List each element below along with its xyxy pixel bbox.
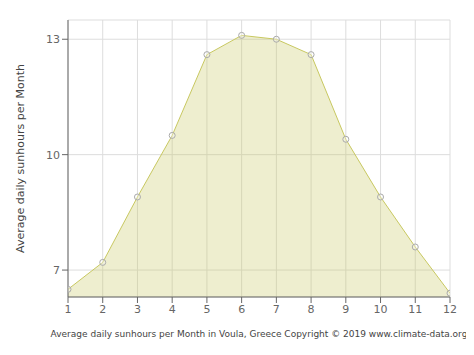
svg-text:12: 12 [443, 303, 457, 316]
svg-text:10: 10 [46, 149, 60, 162]
svg-text:8: 8 [308, 303, 315, 316]
svg-text:1: 1 [65, 303, 72, 316]
svg-text:Average daily sunhours per Mon: Average daily sunhours per Month in Voul… [51, 329, 466, 339]
svg-text:7: 7 [53, 264, 60, 277]
svg-text:4: 4 [169, 303, 176, 316]
svg-text:9: 9 [342, 303, 349, 316]
svg-text:5: 5 [203, 303, 210, 316]
svg-text:11: 11 [408, 303, 422, 316]
svg-text:13: 13 [46, 33, 60, 46]
svg-text:10: 10 [374, 303, 388, 316]
svg-text:Average daily sunhours per Mon: Average daily sunhours per Month [14, 64, 27, 253]
svg-text:7: 7 [273, 303, 280, 316]
svg-text:3: 3 [134, 303, 141, 316]
svg-text:2: 2 [99, 303, 106, 316]
svg-text:6: 6 [238, 303, 245, 316]
